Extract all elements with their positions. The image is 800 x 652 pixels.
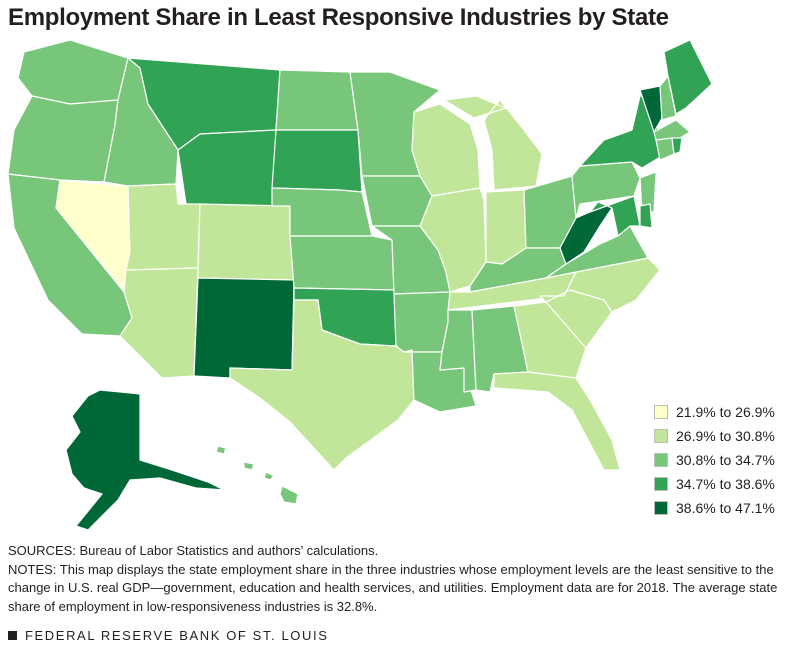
legend-label: 38.6% to 47.1% (676, 500, 775, 516)
state-wy (177, 129, 277, 207)
legend-label: 34.7% to 38.6% (676, 476, 775, 492)
state-sd (271, 129, 363, 193)
legend-item: 21.9% to 26.9% (654, 400, 775, 424)
notes-text: NOTES: This map displays the state emplo… (8, 561, 778, 614)
map-title: Employment Share in Least Responsive Ind… (8, 4, 669, 31)
legend-item: 38.6% to 47.1% (654, 496, 775, 520)
state-va (545, 225, 649, 279)
us-map (0, 36, 800, 541)
state-me (663, 39, 713, 115)
footer-square-icon (8, 631, 17, 640)
state-nj (639, 171, 657, 213)
footer: FEDERAL RESERVE BANK OF ST. LOUIS (8, 628, 328, 643)
state-md (589, 195, 641, 237)
legend-item: 30.8% to 34.7% (654, 448, 775, 472)
legend-label: 30.8% to 34.7% (676, 452, 775, 468)
state-ks (289, 235, 395, 291)
legend-item: 34.7% to 38.6% (654, 472, 775, 496)
legend-swatch (654, 429, 668, 443)
legend-swatch (654, 477, 668, 491)
state-ma (653, 119, 691, 141)
state-tx (229, 299, 415, 471)
legend-label: 21.9% to 26.9% (676, 404, 775, 420)
legend-label: 26.9% to 30.8% (676, 428, 775, 444)
map-legend: 21.9% to 26.9% 26.9% to 30.8% 30.8% to 3… (654, 400, 775, 520)
state-ak (65, 389, 225, 531)
state-wa (17, 39, 129, 105)
state-ri (671, 137, 683, 155)
footer-text: FEDERAL RESERVE BANK OF ST. LOUIS (25, 628, 329, 643)
state-nd (275, 69, 359, 131)
state-il (419, 187, 487, 293)
us-map-svg (7, 39, 713, 531)
legend-swatch (654, 501, 668, 515)
legend-item: 26.9% to 30.8% (654, 424, 775, 448)
state-ar (393, 291, 451, 353)
state-fl (493, 371, 621, 471)
notes-block: SOURCES: Bureau of Labor Statistics and … (8, 542, 794, 616)
state-nm (193, 277, 295, 379)
state-ga (513, 301, 587, 379)
state-ia (361, 175, 433, 227)
state-az (119, 267, 199, 379)
state-mi (443, 95, 543, 191)
sources-text: SOURCES: Bureau of Labor Statistics and … (8, 543, 379, 558)
legend-swatch (654, 405, 668, 419)
state-or (7, 95, 119, 183)
state-nh (659, 75, 677, 121)
state-hi (215, 445, 299, 505)
state-co (197, 203, 295, 281)
legend-swatch (654, 453, 668, 467)
state-de (639, 203, 653, 229)
